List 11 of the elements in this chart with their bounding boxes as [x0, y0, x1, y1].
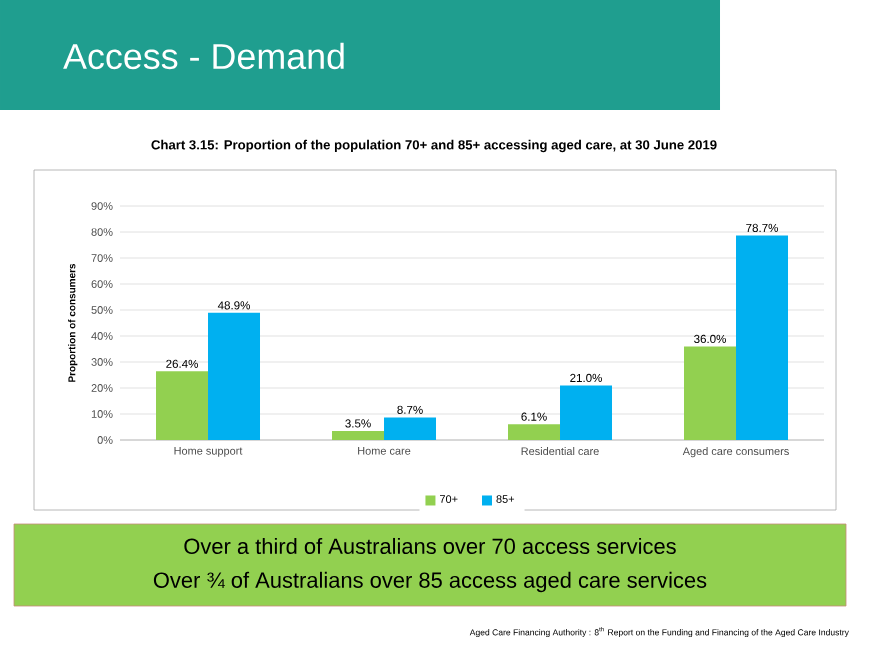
bar: [508, 424, 561, 440]
bar: [560, 385, 613, 440]
text: Over a third of Australians over 70 access services: [184, 537, 676, 555]
bar: [384, 417, 437, 440]
bar: [208, 312, 261, 440]
text: Over ¾ of Australians over 85 access aged care services: [153, 571, 707, 593]
chart-title: Access - Demand: [63, 42, 344, 70]
bar: [156, 371, 209, 440]
bar: [332, 430, 385, 440]
bar: [736, 235, 789, 440]
bar: [684, 346, 737, 440]
